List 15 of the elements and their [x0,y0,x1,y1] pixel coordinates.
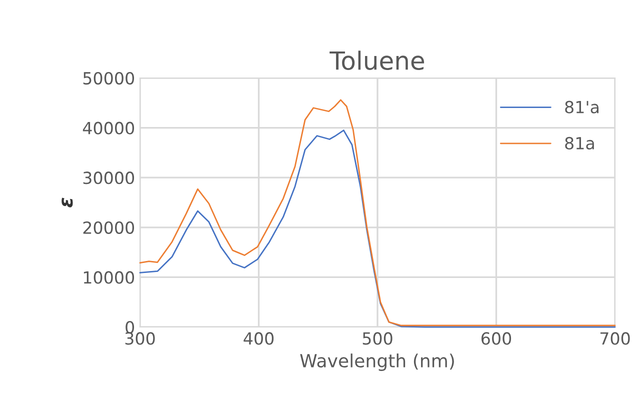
y-tick-label: 50000 [83,72,134,85]
y-tick-label: 40000 [82,122,134,134]
chart-title: Toluene [330,50,424,70]
x-tick-label: 600 [482,332,512,345]
y-tick-label: 20000 [83,221,134,234]
y-axis-title: ε [62,198,73,208]
x-tick-label: 700 [600,332,630,345]
y-tick-label: 10000 [84,271,134,284]
legend-label: 81'a [565,100,598,114]
x-tick-label: 400 [244,332,274,345]
x-tick-label: 300 [125,332,155,345]
x-tick-label: 500 [362,332,392,345]
legend-label: 81a [565,136,594,150]
y-tick-label: 30000 [83,172,134,184]
x-axis-title: Wavelength (nm) [300,354,454,372]
